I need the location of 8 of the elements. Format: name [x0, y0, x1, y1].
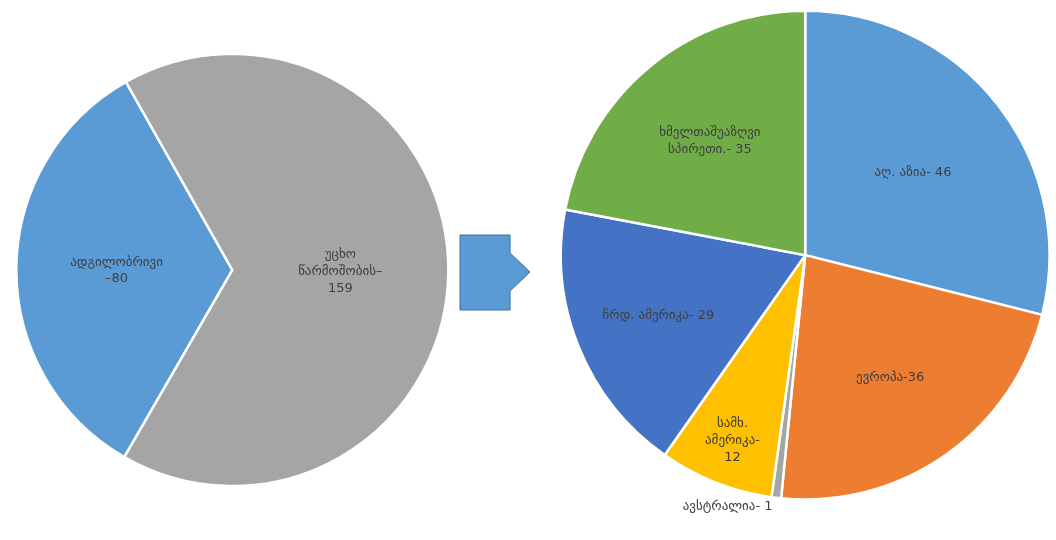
- slice-label: უცხო წარმოშობის– 159: [298, 246, 383, 295]
- slice-label: ხმელთაშუაზღვი სპირეთი.- 35: [659, 124, 761, 157]
- slice-label: ავსტრალია- 1: [682, 497, 773, 513]
- slice-label: ადგილობრივი –80: [70, 253, 164, 286]
- slice-label: სამხ. ამერიკა- 12: [705, 414, 761, 464]
- slice-label: ევროპა-36: [856, 368, 925, 384]
- slice-label: ჩრდ. ამერიკა- 29: [602, 307, 715, 323]
- slice-label: აღ. აზია- 46: [874, 163, 952, 179]
